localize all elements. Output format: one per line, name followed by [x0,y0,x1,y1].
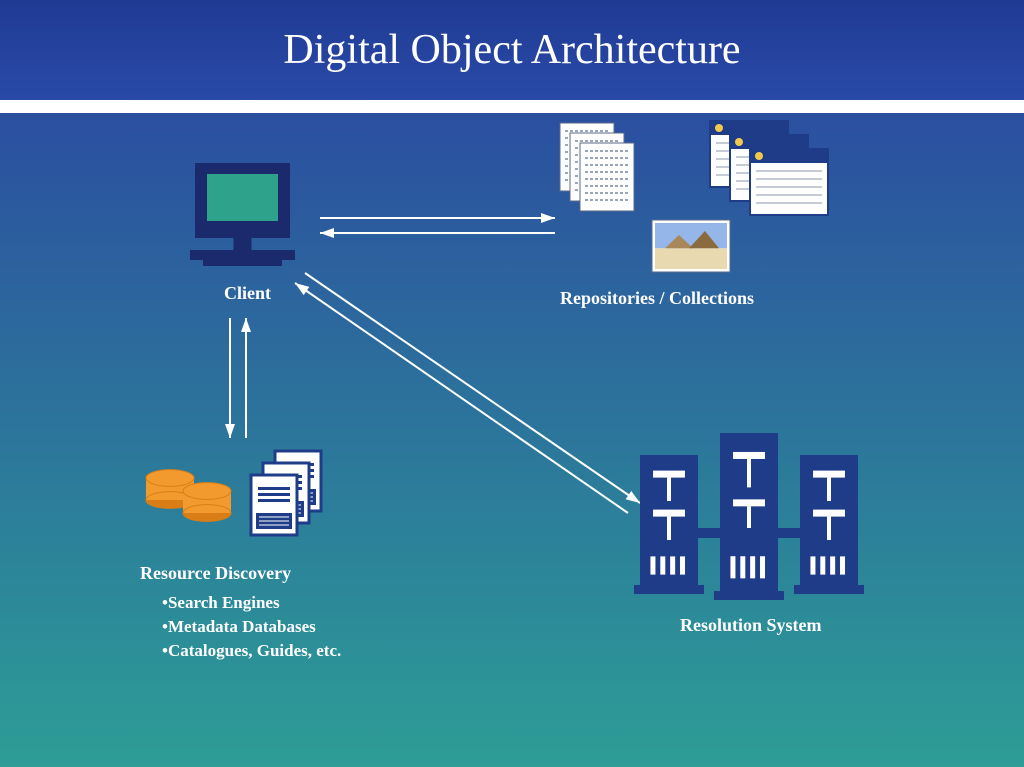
discovery-bullets: •Search Engines•Metadata Databases•Catal… [162,591,341,662]
client-icon [190,163,295,266]
client-label: Client [224,283,271,304]
repositories-icon [560,121,828,272]
slide-header: Digital Object Architecture [0,0,1024,100]
slide-title: Digital Object Architecture [283,26,740,74]
diagram-canvas [0,113,1024,767]
discovery-icon [146,451,321,535]
resolution-icon [634,433,864,600]
discovery-label: Resource Discovery [140,563,291,584]
repositories-label: Repositories / Collections [560,288,754,309]
resolution-label: Resolution System [680,615,822,636]
slide: Digital Object Architecture Client Repos… [0,0,1024,767]
header-rule [0,100,1024,105]
slide-body: Client Repositories / Collections Resour… [0,113,1024,767]
